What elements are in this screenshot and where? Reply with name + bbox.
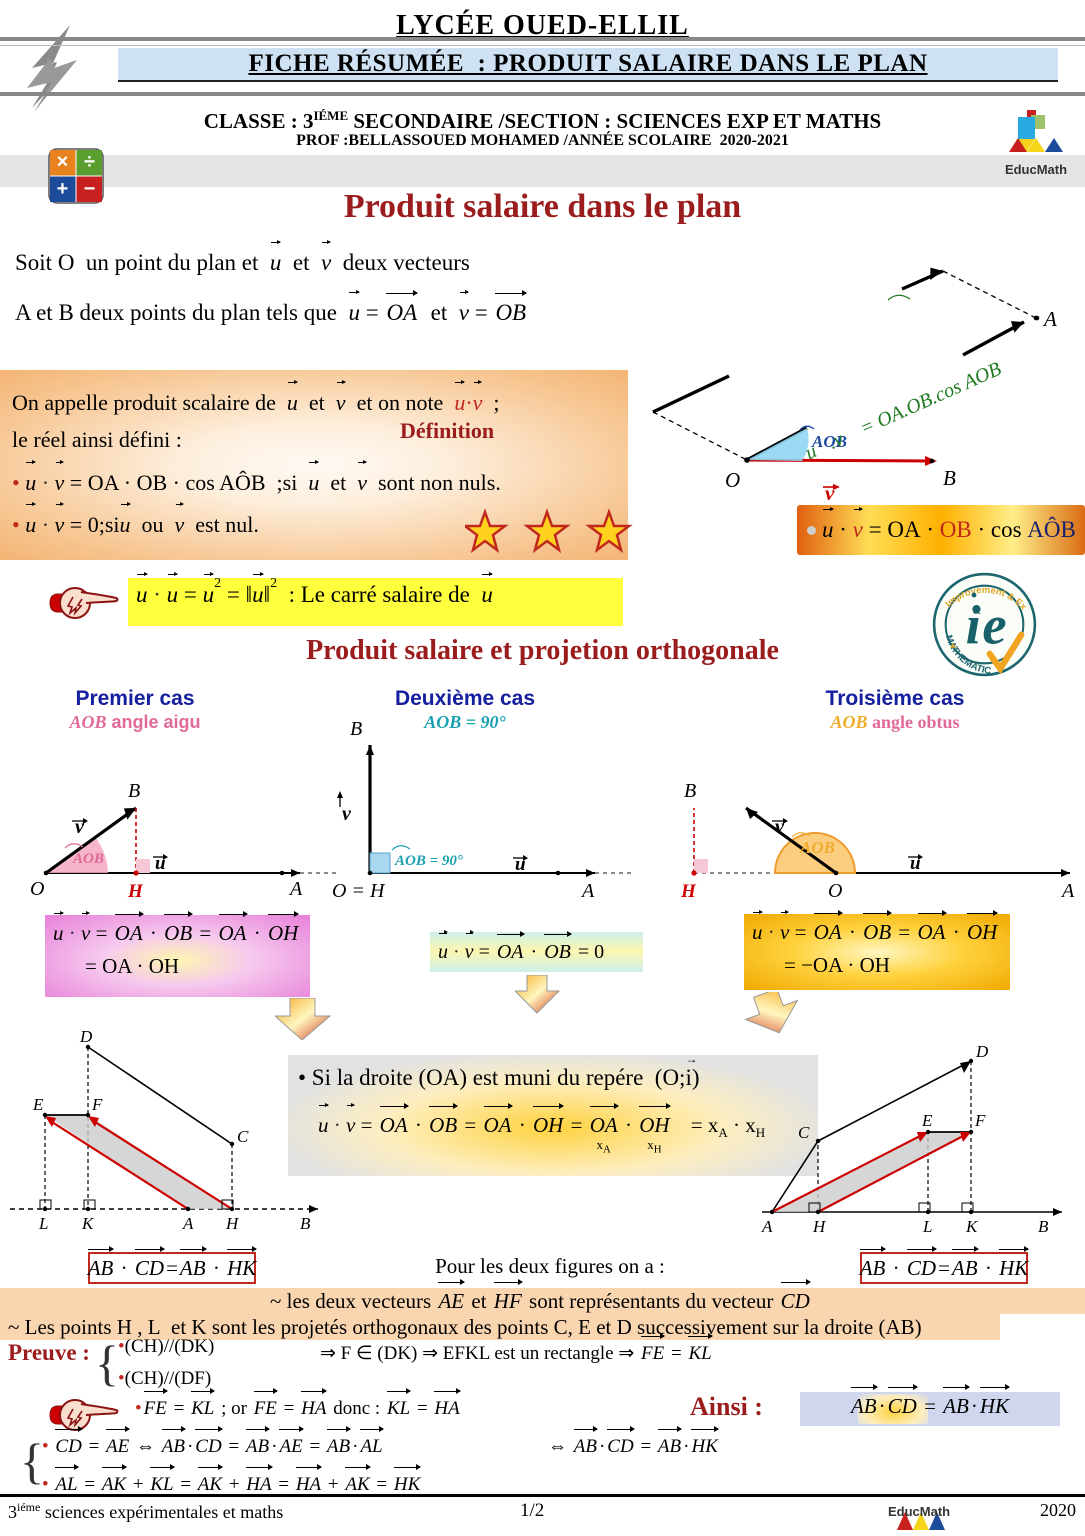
svg-text:i: i xyxy=(966,594,981,655)
svg-text:L: L xyxy=(38,1214,48,1233)
svg-text:B: B xyxy=(1038,1217,1049,1236)
svg-text:÷: ÷ xyxy=(84,151,95,173)
svg-text:O: O xyxy=(30,878,44,900)
svg-text:A: A xyxy=(1042,307,1057,331)
svg-text:B: B xyxy=(350,718,362,740)
svg-text:O: O xyxy=(725,468,740,492)
svg-text:D: D xyxy=(79,1030,93,1046)
svg-text:e: e xyxy=(982,594,1006,655)
svg-text:E: E xyxy=(921,1111,933,1130)
svg-text:B: B xyxy=(300,1214,311,1233)
svg-text:A: A xyxy=(182,1214,194,1233)
svg-text:L: L xyxy=(922,1217,932,1236)
svg-text:C: C xyxy=(798,1123,810,1142)
svg-text:AOB = 90°: AOB = 90° xyxy=(394,853,463,869)
svg-text:H: H xyxy=(225,1214,240,1233)
svg-text:F: F xyxy=(974,1111,986,1130)
svg-text:×: × xyxy=(57,151,69,173)
svg-text:O: O xyxy=(828,880,842,902)
svg-text:&: & xyxy=(973,606,981,617)
svg-text:H: H xyxy=(680,881,697,902)
svg-text:B: B xyxy=(128,780,140,802)
svg-text:B: B xyxy=(943,466,956,490)
svg-text:A: A xyxy=(761,1217,773,1236)
svg-text:O = H: O = H xyxy=(332,880,386,902)
svg-text:A: A xyxy=(580,880,595,902)
svg-text:H: H xyxy=(127,881,144,902)
svg-text:E: E xyxy=(32,1095,44,1114)
svg-text:K: K xyxy=(81,1214,95,1233)
svg-text:H: H xyxy=(812,1217,827,1236)
svg-text:C: C xyxy=(237,1127,249,1146)
svg-text:AOB: AOB xyxy=(799,838,835,857)
svg-text:D: D xyxy=(975,1042,989,1061)
svg-text:v: v xyxy=(342,803,352,825)
svg-text:K: K xyxy=(965,1217,979,1236)
svg-text:F: F xyxy=(91,1095,103,1114)
svg-text:A: A xyxy=(288,878,303,900)
svg-text:B: B xyxy=(684,780,696,802)
svg-text:AOB: AOB xyxy=(72,851,104,867)
svg-text:A: A xyxy=(1060,880,1075,902)
svg-text:u⃗.v⃗ = OA.OB.cos AOB: u⃗.v⃗ = OA.OB.cos AOB xyxy=(802,358,1005,464)
